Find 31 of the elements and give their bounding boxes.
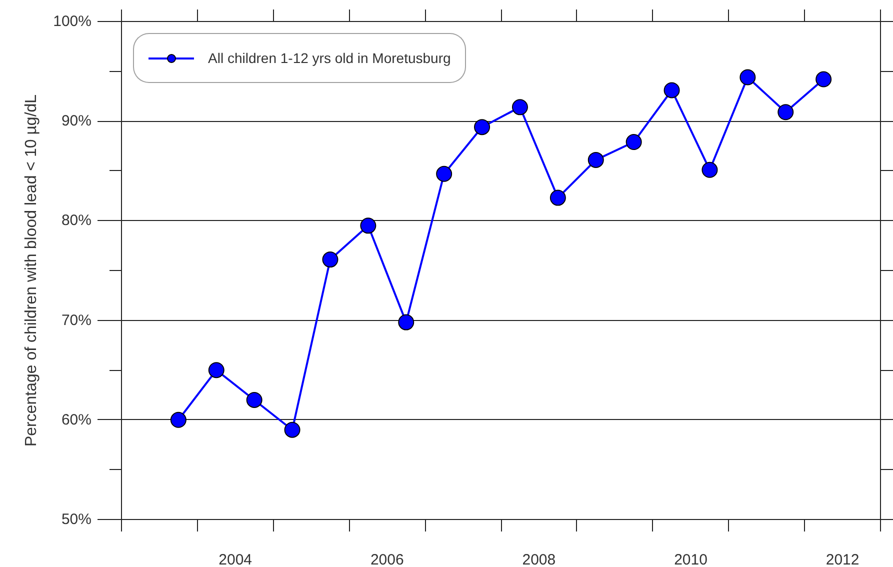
point (284, 422, 300, 438)
point (208, 362, 224, 378)
point (360, 218, 376, 234)
legend-label: All children 1-12 yrs old in Moretusburg (208, 50, 451, 66)
x-tick-label: 2012 (826, 552, 860, 567)
point (550, 190, 566, 206)
y-tick-label: 70% (61, 312, 92, 329)
point (512, 99, 528, 116)
point (474, 119, 490, 136)
point (626, 134, 642, 150)
y-tick-label: 90% (61, 112, 92, 130)
y-tick-label: 50% (61, 511, 92, 528)
x-tick-label: 2008 (522, 552, 556, 567)
x-tick-label: 2010 (674, 552, 708, 567)
y-tick-label: 100% (53, 13, 92, 30)
point (778, 104, 794, 120)
y-tick-label: 80% (61, 212, 92, 230)
point (322, 252, 338, 268)
point (170, 412, 186, 428)
point (398, 314, 414, 330)
point (740, 69, 756, 86)
point (588, 152, 604, 168)
x-tick-label: 2004 (218, 552, 252, 567)
point (702, 162, 718, 178)
point (816, 71, 832, 88)
point (664, 82, 680, 98)
x-tick-label: 2006 (370, 552, 404, 567)
y-axis-title: Percentage of children with blood lead < 10 µg/dL (23, 94, 40, 447)
point (436, 166, 452, 182)
y-tick-label: 60% (61, 411, 92, 428)
point (246, 392, 262, 408)
